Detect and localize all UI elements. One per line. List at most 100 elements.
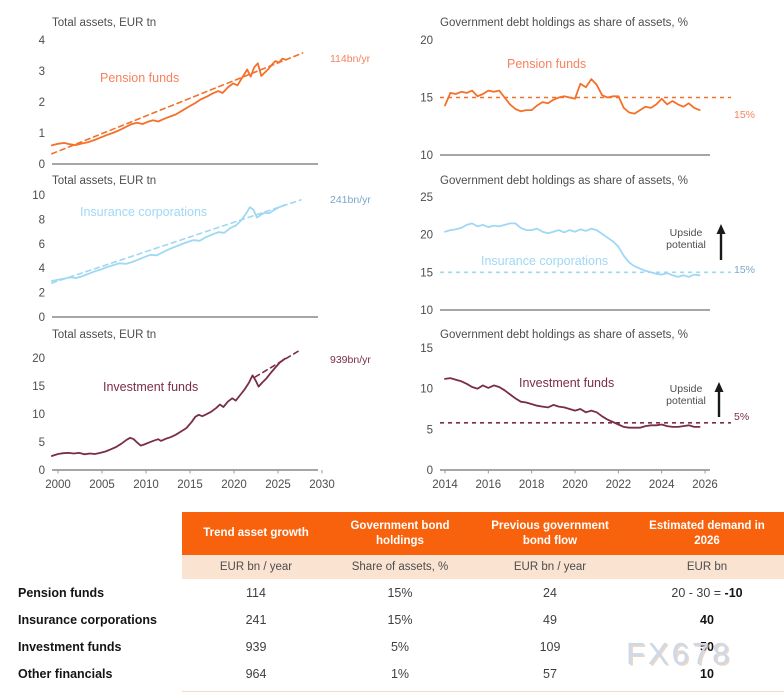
cell-trend-growth: 241	[245, 612, 267, 627]
chart-title: Government debt holdings as share of ass…	[440, 17, 688, 29]
table-corner	[0, 555, 182, 579]
demand-formula: 20 - 30 =	[671, 585, 725, 600]
chart-insurance-assets: Total assets, EUR tn 10 8 6 4 2 0 Insurance cor…	[32, 175, 371, 324]
chart-pension-share: Government debt holdings as share of ass…	[420, 17, 755, 162]
series-line	[444, 78, 701, 115]
col-unit: EUR bn	[630, 555, 784, 579]
row-label: Investment funds	[18, 639, 122, 654]
trend-line	[254, 349, 300, 378]
demand-value: -10	[724, 585, 743, 600]
y-tick-label: 20	[420, 35, 433, 47]
table-bottom-border	[182, 691, 784, 692]
y-tick-label: 6	[39, 239, 45, 251]
series-label: Pension funds	[507, 57, 586, 71]
cell-bond-holdings: 15%	[387, 612, 413, 627]
x-tick-label: 2015	[177, 479, 203, 491]
x-tick-label: 2014	[432, 479, 458, 491]
annotation-label: 114bn/yr	[330, 53, 371, 65]
cell-bond-flow: 24	[543, 585, 557, 600]
y-tick-label: 5	[427, 424, 433, 436]
cell-trend-growth: 939	[245, 639, 267, 654]
y-tick-label: 10	[420, 305, 433, 317]
chart-title: Total assets, EUR tn	[52, 329, 156, 341]
y-tick-label: 0	[427, 465, 433, 477]
chart-pension-assets: Total assets, EUR tn 4 3 2 1 0 Pension funds 11…	[39, 17, 371, 171]
y-tick-label: 15	[420, 343, 433, 355]
y-tick-label: 15	[32, 381, 45, 393]
x-tick-label: 2022	[606, 479, 632, 491]
cell-bond-holdings: 1%	[390, 666, 410, 681]
y-tick-label: 4	[39, 263, 46, 275]
chart-investment-share: Government debt holdings as share of ass…	[420, 329, 749, 491]
y-tick-label: 0	[39, 465, 45, 477]
series-label: Insurance corporations	[80, 205, 207, 219]
y-tick-label: 2	[39, 97, 45, 109]
x-tick-label: 2020	[221, 479, 247, 491]
chart-title: Government debt holdings as share of ass…	[440, 329, 688, 341]
demand-value: 10	[700, 666, 714, 681]
watermark: FX678	[626, 636, 733, 671]
demand-table: Trend asset growth Government bond holdi…	[0, 512, 784, 687]
table-row-pension-funds: Pension funds 114 15% 24 20 - 30 = -10	[0, 579, 784, 606]
annotation-label: 15%	[734, 264, 755, 276]
series-line	[50, 357, 286, 457]
demand-value: 50	[700, 639, 714, 654]
annotation-label: 241bn/yr	[330, 194, 371, 206]
x-tick-label: 2010	[133, 479, 159, 491]
y-tick-label: 15	[420, 93, 433, 105]
y-tick-label: 10	[32, 190, 45, 202]
table-row-other-financials: Other financials 964 1% 57 10	[0, 660, 784, 687]
y-tick-label: 3	[39, 66, 45, 78]
cell-trend-growth: 114	[246, 585, 266, 600]
y-tick-label: 2	[39, 288, 45, 300]
table-row-investment-funds: Investment funds 939 5% 109 50	[0, 633, 784, 660]
row-label: Other financials	[18, 666, 113, 681]
upside-label: potential	[666, 239, 706, 251]
cell-estimated-demand: 20 - 30 = -10	[630, 579, 784, 606]
cell-bond-flow: 49	[543, 612, 557, 627]
upside-label: Upside	[670, 227, 703, 239]
series-line	[50, 203, 286, 282]
cell-estimated-demand: 10	[630, 660, 784, 687]
upside-arrowhead-icon	[714, 382, 724, 392]
trend-line	[50, 199, 302, 284]
demand-value: 40	[700, 612, 714, 627]
y-tick-label: 4	[39, 35, 46, 47]
table-corner	[0, 512, 182, 555]
upside-arrowhead-icon	[716, 224, 726, 234]
y-tick-label: 25	[420, 192, 433, 204]
table-header-row: Trend asset growth Government bond holdi…	[0, 512, 784, 555]
chart-title: Total assets, EUR tn	[52, 17, 156, 29]
col-header-government-bond-holdings: Government bond holdings	[330, 512, 470, 555]
cell-bond-flow: 57	[543, 666, 557, 681]
y-tick-label: 0	[39, 159, 45, 171]
x-tick-label: 2016	[476, 479, 502, 491]
x-tick-label: 2000	[45, 479, 71, 491]
cell-estimated-demand: 40	[630, 606, 784, 633]
table-row-insurance-corporations: Insurance corporations 241 15% 49 40	[0, 606, 784, 633]
y-tick-label: 15	[420, 267, 433, 279]
col-unit: EUR bn / year	[182, 555, 330, 579]
col-header-previous-government-bond-flow: Previous government bond flow	[470, 512, 630, 555]
y-tick-label: 10	[32, 409, 45, 421]
x-tick-label: 2018	[519, 479, 545, 491]
x-tick-label: 2020	[562, 479, 588, 491]
y-tick-label: 20	[32, 353, 45, 365]
y-tick-label: 0	[39, 312, 45, 324]
annotation-label: 15%	[734, 109, 755, 121]
y-tick-label: 10	[420, 150, 433, 162]
series-label: Investment funds	[519, 376, 614, 390]
y-tick-label: 1	[39, 128, 45, 140]
y-tick-label: 8	[39, 214, 45, 226]
col-header-trend-asset-growth: Trend asset growth	[182, 512, 330, 555]
annotation-label: 5%	[734, 411, 749, 423]
series-label: Insurance corporations	[481, 254, 608, 268]
y-tick-label: 20	[420, 230, 433, 242]
upside-label: Upside	[670, 383, 703, 395]
series-label: Investment funds	[103, 380, 198, 394]
y-tick-label: 10	[420, 384, 433, 396]
series-line	[50, 57, 287, 147]
